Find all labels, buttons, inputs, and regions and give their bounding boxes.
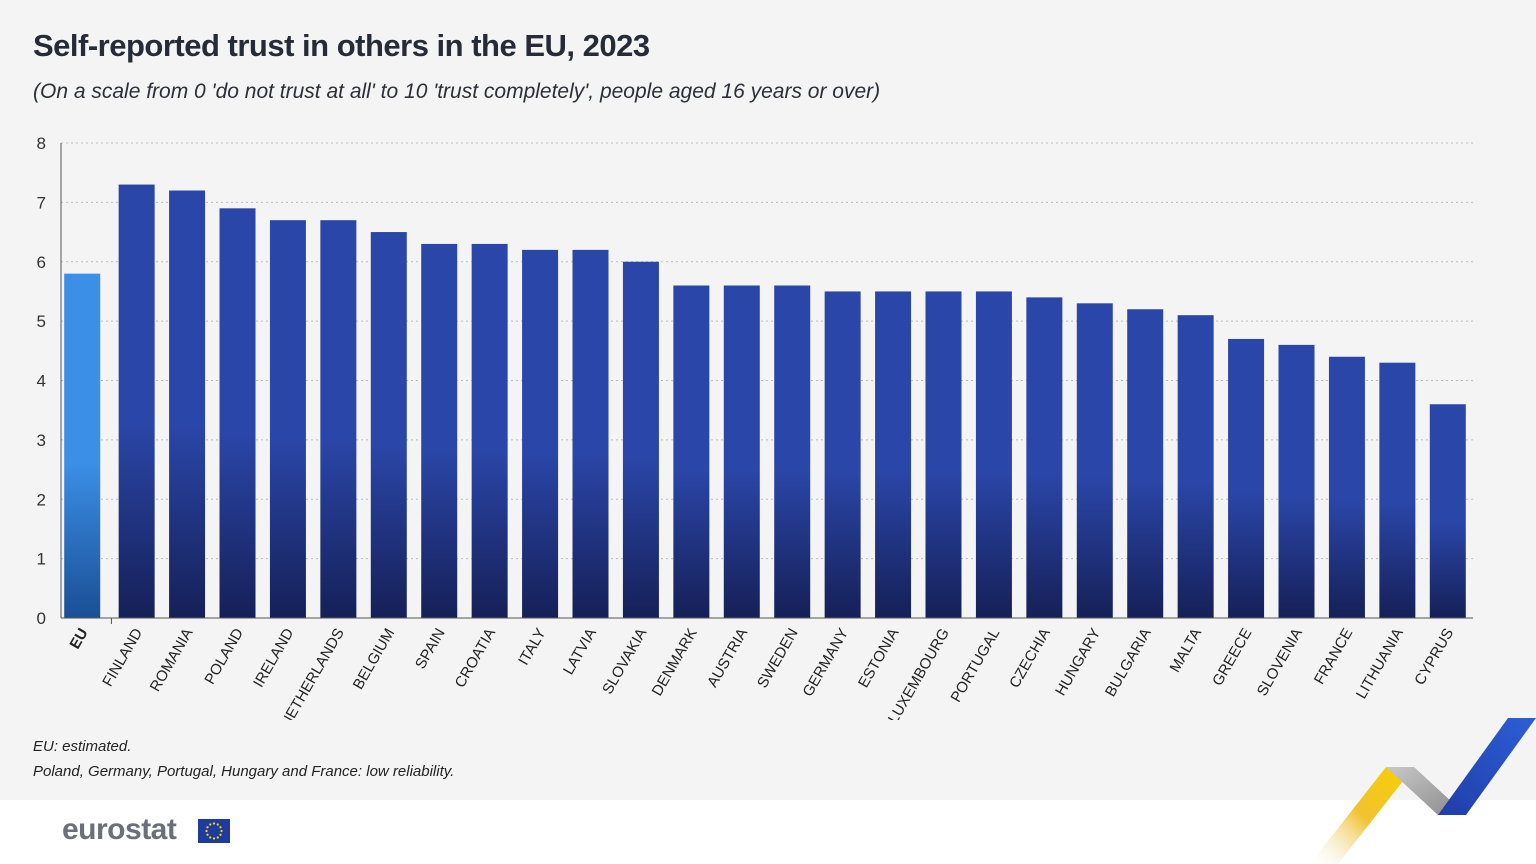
- bar-denmark: [673, 285, 710, 618]
- x-tick-label: CYPRUS: [1411, 626, 1457, 689]
- y-tick-label: 2: [37, 490, 46, 509]
- x-tick-label: BELGIUM: [350, 626, 398, 693]
- bar-netherlands: [320, 220, 357, 618]
- x-tick-label: BULGARIA: [1102, 626, 1155, 700]
- x-tick-label: EU: [67, 626, 92, 653]
- eu-flag-icon: [198, 819, 230, 843]
- x-tick-label: LATVIA: [560, 626, 600, 678]
- x-tick-label: POLAND: [201, 625, 247, 687]
- bar-lithuania: [1379, 362, 1416, 618]
- y-tick-label: 7: [37, 193, 46, 212]
- x-tick-label: SWEDEN: [754, 626, 802, 692]
- y-tick-label: 5: [37, 312, 46, 331]
- bar-bulgaria: [1127, 309, 1164, 618]
- bar-germany: [824, 291, 861, 618]
- flag-star: [216, 823, 219, 826]
- eurostat-logo: eurostat: [62, 813, 177, 846]
- bar-poland: [219, 208, 256, 618]
- bar-estonia: [875, 291, 912, 618]
- x-tick-label: DENMARK: [649, 626, 701, 699]
- flag-star: [219, 833, 222, 836]
- y-tick-label: 8: [37, 134, 46, 153]
- x-tick-label: SLOVAKIA: [599, 626, 650, 698]
- bar-austria: [723, 285, 760, 618]
- y-tick-label: 1: [37, 550, 46, 569]
- bar-portugal: [975, 291, 1012, 618]
- x-tick-label: ROMANIA: [147, 626, 197, 695]
- x-tick-label: FRANCE: [1311, 626, 1357, 688]
- bar-france: [1328, 356, 1365, 618]
- bar-czechia: [1026, 297, 1063, 618]
- flag-star: [209, 823, 212, 826]
- y-tick-label: 6: [37, 253, 46, 272]
- bar-ireland: [269, 220, 306, 618]
- footnote-eu-estimated: EU: estimated.: [33, 738, 132, 755]
- bar-spain: [421, 243, 458, 618]
- bar-belgium: [370, 232, 407, 618]
- bar-eu: [64, 273, 101, 618]
- flag-star: [220, 829, 223, 833]
- y-tick-label: 0: [37, 609, 46, 628]
- y-tick-label: 3: [37, 431, 46, 450]
- x-tick-label: FINLAND: [99, 625, 146, 689]
- bar-sweden: [774, 285, 811, 618]
- bar-finland: [118, 184, 155, 618]
- decorative-corner-graphic: [1310, 718, 1536, 864]
- x-tick-label: IRELAND: [250, 625, 297, 690]
- flag-star: [212, 837, 216, 840]
- footer-bar: [0, 800, 1536, 864]
- x-tick-label: SLOVENIA: [1254, 626, 1306, 699]
- x-tick-label: LITHUANIA: [1353, 626, 1407, 702]
- flag-star: [216, 836, 219, 839]
- bar-hungary: [1076, 303, 1113, 618]
- x-tick-label: CROATIA: [452, 626, 500, 691]
- x-tick-label: HUNGARY: [1052, 626, 1104, 699]
- x-tick-label: GREECE: [1209, 626, 1255, 689]
- footnote-low-reliability: Poland, Germany, Portugal, Hungary and F…: [33, 763, 455, 780]
- x-tick-label: AUSTRIA: [704, 626, 751, 691]
- bar-luxembourg: [925, 291, 962, 618]
- flag-star: [209, 836, 212, 839]
- x-tick-label: MALTA: [1166, 626, 1205, 676]
- bar-croatia: [471, 243, 508, 618]
- x-tick-label: ITALY: [515, 626, 549, 669]
- flag-star: [219, 826, 222, 829]
- x-tick-label: GERMANY: [799, 626, 852, 700]
- flag-star: [212, 822, 216, 825]
- bar-romania: [169, 190, 206, 618]
- bar-greece: [1228, 338, 1265, 618]
- chart-title: Self-reported trust in others in the EU,…: [33, 28, 650, 63]
- bar-latvia: [572, 249, 609, 618]
- x-tick-label: CZECHIA: [1006, 626, 1054, 692]
- flag-star: [206, 833, 209, 836]
- y-tick-label: 4: [37, 372, 46, 391]
- x-tick-label: ESTONIA: [855, 626, 903, 691]
- chart-subtitle: (On a scale from 0 'do not trust at all'…: [33, 80, 881, 103]
- flag-star: [206, 826, 209, 829]
- bar-malta: [1177, 315, 1214, 618]
- bar-italy: [522, 249, 559, 618]
- flag-star: [205, 829, 208, 833]
- bar-cyprus: [1429, 404, 1466, 618]
- x-tick-label: PORTUGAL: [948, 626, 1004, 706]
- x-tick-label: SPAIN: [412, 626, 449, 673]
- bar-slovenia: [1278, 344, 1315, 618]
- bar-slovakia: [622, 261, 659, 618]
